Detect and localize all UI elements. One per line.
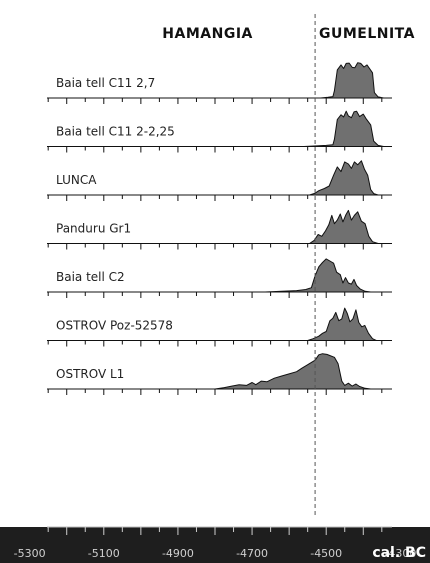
axis-tick-label: -4900 bbox=[162, 547, 194, 560]
series-label: Baia tell C11 2-2,25 bbox=[56, 125, 175, 139]
series-label: Baia tell C2 bbox=[56, 270, 125, 284]
series-label: Panduru Gr1 bbox=[56, 222, 131, 236]
axis-unit-label: cal. BC bbox=[372, 545, 426, 561]
axis-tick-label: -4300 bbox=[384, 547, 416, 560]
axis-tick-label: -4700 bbox=[236, 547, 268, 560]
series-row: Baia tell C11 2,7 bbox=[47, 62, 392, 104]
series-row: Panduru Gr1 bbox=[47, 209, 392, 250]
distribution-area bbox=[309, 209, 379, 244]
axis-tick-label: -5100 bbox=[88, 547, 120, 560]
distribution-area bbox=[214, 353, 372, 390]
distribution-area bbox=[303, 110, 385, 147]
distribution-area bbox=[309, 160, 379, 196]
series-label: OSTROV Poz-52578 bbox=[56, 319, 173, 333]
distribution-area bbox=[307, 307, 377, 341]
series-label: OSTROV L1 bbox=[56, 367, 124, 381]
series-row: Baia tell C11 2-2,25 bbox=[47, 110, 392, 153]
series-row: OSTROV Poz-52578 bbox=[47, 307, 392, 347]
series-row: LUNCA bbox=[47, 160, 392, 201]
distribution-area bbox=[264, 258, 372, 293]
series-row: Baia tell C2 bbox=[47, 258, 392, 298]
axis-tick-label: -5300 bbox=[14, 547, 46, 560]
series-row: OSTROV L1 bbox=[47, 353, 392, 395]
period-header: GUMELNITA bbox=[319, 26, 415, 42]
series-label: Baia tell C11 2,7 bbox=[56, 76, 155, 90]
axis-tick-label: -4500 bbox=[310, 547, 342, 560]
period-header: HAMANGIA bbox=[162, 26, 253, 42]
series-label: LUNCA bbox=[56, 173, 97, 187]
distribution-area bbox=[320, 62, 385, 99]
